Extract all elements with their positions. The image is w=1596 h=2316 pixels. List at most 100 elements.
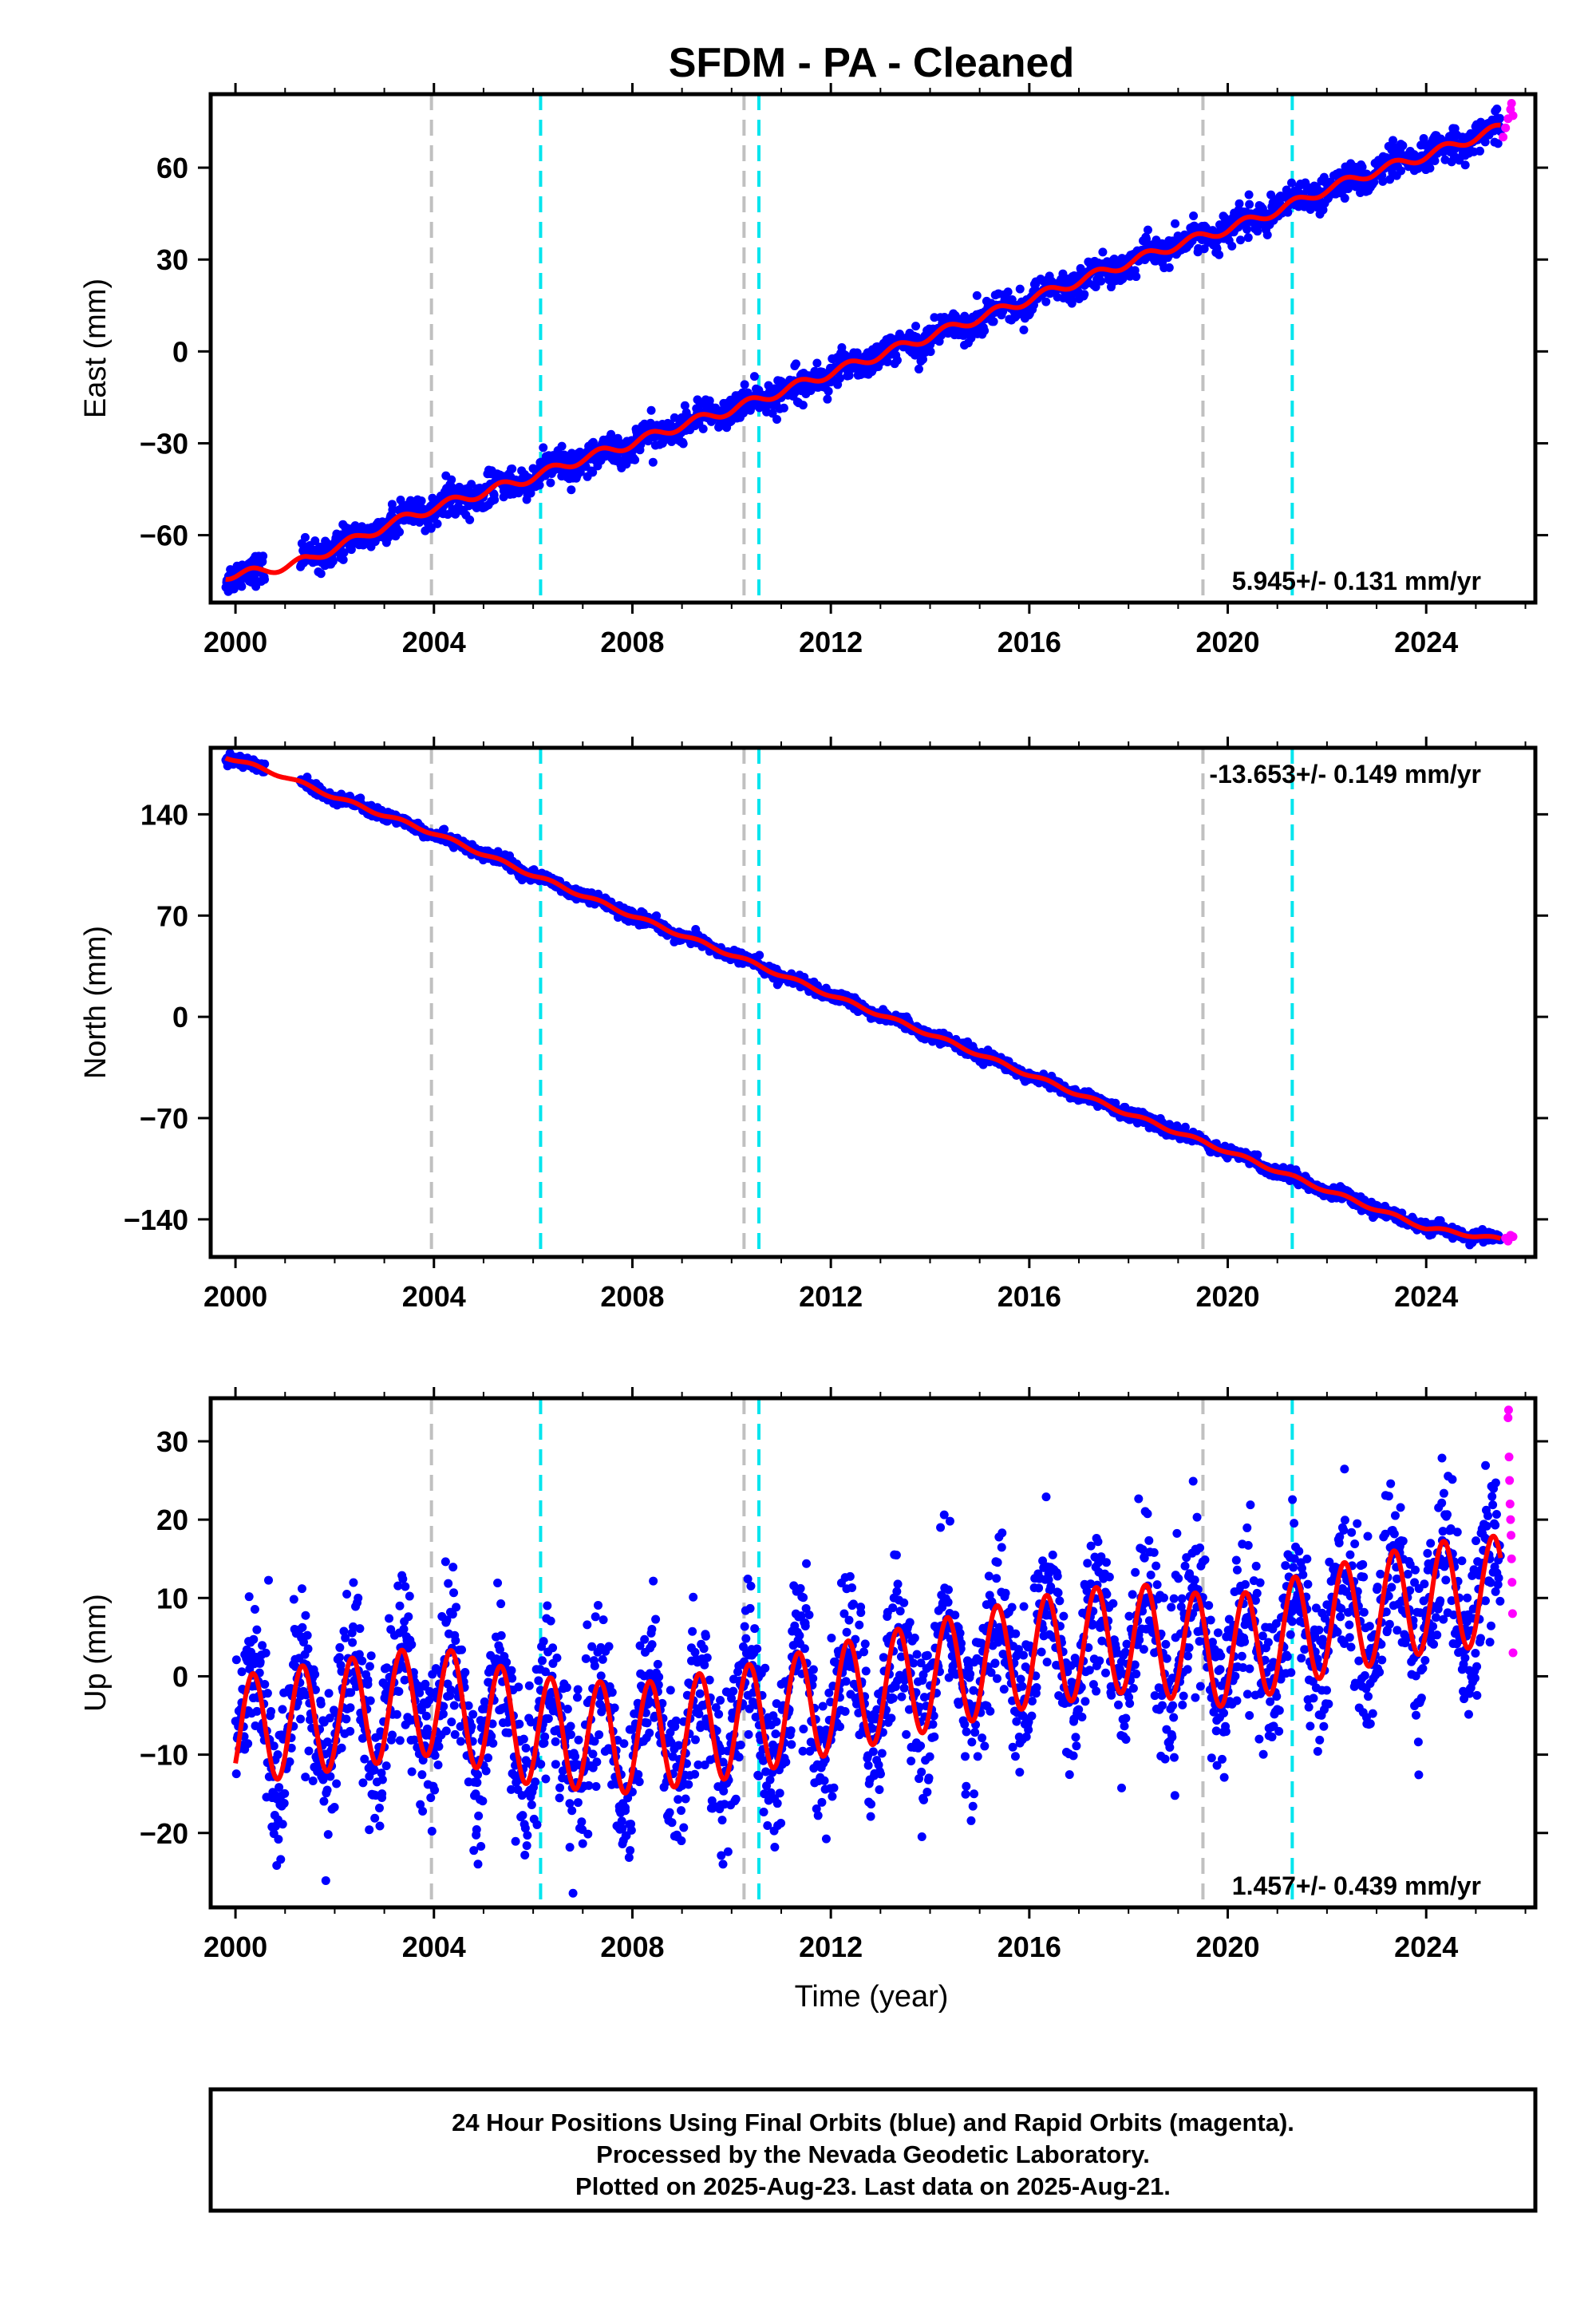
final-orbit-point (1493, 139, 1503, 148)
final-orbit-point (1003, 287, 1013, 297)
final-orbit-point (252, 1625, 262, 1634)
final-orbit-point (355, 1624, 365, 1634)
final-orbit-point (1480, 137, 1490, 147)
final-orbit-point (1475, 146, 1484, 156)
final-orbit-point (413, 1681, 423, 1690)
final-orbit-point (334, 1653, 344, 1662)
final-orbit-point (508, 464, 517, 474)
final-orbit-point (448, 1610, 457, 1619)
final-orbit-point (1143, 225, 1152, 235)
final-orbit-point (557, 441, 567, 451)
final-orbit-point (648, 457, 658, 467)
final-orbit-point (1419, 134, 1428, 144)
final-orbit-point (1019, 325, 1029, 334)
final-orbit-point (1125, 271, 1135, 281)
final-orbit-point (407, 1640, 417, 1650)
final-orbit-point (332, 1779, 342, 1788)
final-orbit-point (346, 1726, 355, 1736)
y-tick-label: 30 (156, 243, 188, 276)
final-orbit-point (646, 405, 656, 415)
rapid-orbit-point (1508, 1232, 1518, 1242)
final-orbit-point (1242, 224, 1252, 234)
final-orbit-point (250, 1604, 259, 1614)
final-orbit-point (1340, 193, 1349, 203)
final-orbit-point (630, 455, 640, 464)
final-orbit-point (1236, 235, 1246, 245)
final-orbit-point (267, 1706, 276, 1716)
final-orbit-point (231, 1769, 241, 1779)
final-orbit-point (427, 1827, 437, 1836)
rate-annotation-north: -13.653+/- 0.149 mm/yr (1209, 760, 1481, 788)
final-orbit-point (342, 1714, 351, 1724)
final-orbit-point (280, 1788, 290, 1798)
final-orbit-point (301, 1773, 310, 1782)
final-orbit-point (354, 1593, 363, 1603)
final-orbit-point (452, 1603, 461, 1612)
final-orbit-point (370, 1813, 380, 1823)
rate-annotation-east: 5.945+/- 0.131 mm/yr (1232, 567, 1481, 595)
final-orbit-point (449, 1701, 459, 1710)
final-orbit-point (926, 347, 935, 357)
final-orbit-point (1227, 241, 1237, 251)
final-orbit-point (588, 468, 598, 477)
final-orbit-point (1396, 166, 1406, 176)
final-orbit-point (622, 460, 631, 469)
y-tick-label: 140 (140, 798, 188, 831)
final-orbit-point (263, 1575, 273, 1585)
y-tick-label: −70 (140, 1102, 188, 1135)
final-orbit-point (328, 556, 338, 566)
x-tick-label: 2024 (1394, 1280, 1458, 1313)
final-orbit-point (395, 1736, 405, 1745)
final-orbit-point (310, 1670, 320, 1679)
final-orbit-point (464, 1701, 473, 1710)
final-orbit-point (278, 1705, 287, 1714)
final-orbit-point (376, 1727, 385, 1737)
final-orbit-point (1199, 244, 1209, 254)
final-orbit-point (366, 1651, 376, 1661)
final-orbit-point (652, 911, 662, 921)
model-curve (223, 756, 433, 836)
final-orbit-point (346, 545, 356, 555)
final-orbit-point (791, 359, 800, 369)
final-orbit-point (1357, 162, 1367, 172)
final-orbit-point (296, 1714, 306, 1724)
final-orbit-point (442, 1615, 452, 1625)
final-orbit-point (417, 496, 426, 506)
final-orbit-point (421, 1711, 431, 1721)
final-orbit-point (398, 1574, 408, 1583)
final-orbit-point (1091, 283, 1100, 292)
panel-frame (208, 745, 1538, 1259)
final-orbit-point (473, 1770, 483, 1780)
panel-east: 2000 2004 2008 2012 2016 2020 2024−60−3003060E… (79, 83, 1548, 658)
final-orbit-point (365, 1662, 374, 1671)
final-orbit-point (415, 1688, 425, 1697)
final-orbit-point (392, 1709, 401, 1719)
final-orbit-point (297, 1584, 306, 1594)
final-orbit-point (302, 1690, 311, 1700)
final-orbit-point (322, 1737, 332, 1747)
final-orbit-point (1244, 190, 1254, 200)
final-orbit-point (468, 1709, 478, 1719)
final-orbit-point (269, 1741, 279, 1751)
final-orbit-point (304, 1746, 314, 1756)
model-curve (1201, 197, 1294, 239)
final-orbit-point (474, 1811, 484, 1820)
final-orbit-point (606, 429, 616, 439)
final-orbit-point (289, 1595, 298, 1604)
final-orbit-point (416, 1800, 425, 1809)
final-orbit-point (263, 1689, 272, 1698)
model-curve (1290, 122, 1503, 202)
final-orbit-point (1015, 284, 1025, 294)
final-orbit-point (425, 1696, 434, 1705)
x-tick-label: 2020 (1195, 1280, 1259, 1313)
final-orbit-point (440, 824, 449, 834)
final-orbit-point (426, 524, 436, 533)
final-orbit-point (395, 528, 405, 537)
final-orbit-point (740, 380, 749, 389)
final-orbit-point (972, 290, 982, 300)
final-orbit-point (1398, 140, 1408, 150)
final-orbit-point (1041, 297, 1051, 306)
final-orbit-point (261, 1648, 271, 1658)
final-orbit-point (388, 1730, 397, 1740)
final-orbit-point (546, 478, 555, 488)
